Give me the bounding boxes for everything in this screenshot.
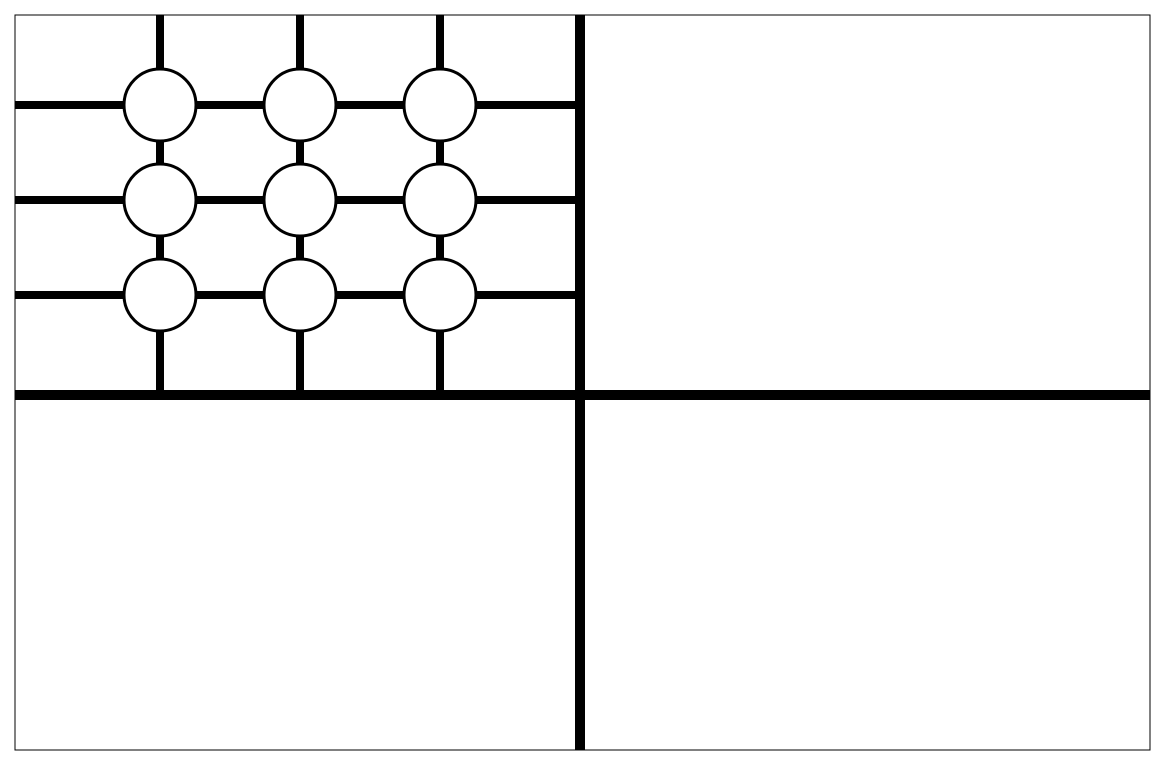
node-1 xyxy=(264,69,336,141)
node-3 xyxy=(124,164,196,236)
grid-diagram xyxy=(0,0,1167,766)
node-group xyxy=(124,69,476,331)
node-4 xyxy=(264,164,336,236)
node-8 xyxy=(404,259,476,331)
node-0 xyxy=(124,69,196,141)
node-7 xyxy=(264,259,336,331)
node-5 xyxy=(404,164,476,236)
node-6 xyxy=(124,259,196,331)
node-2 xyxy=(404,69,476,141)
